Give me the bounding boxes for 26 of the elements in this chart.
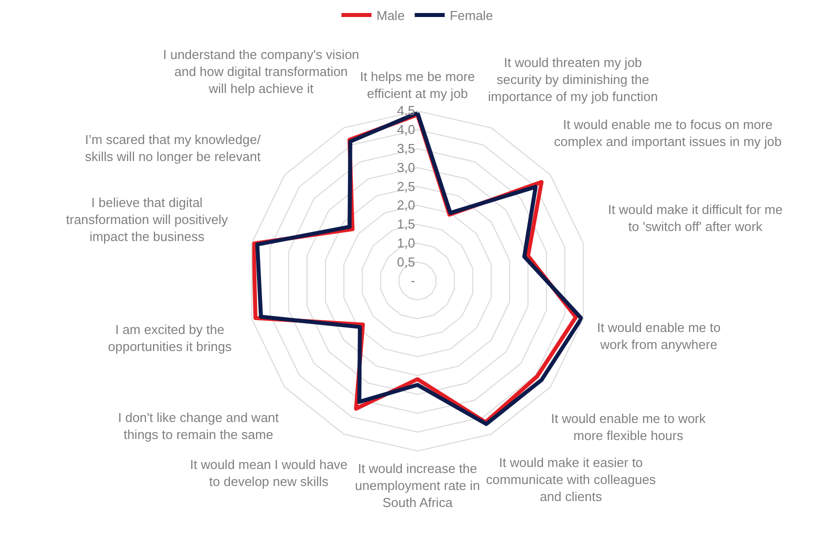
legend-label: Male xyxy=(376,8,405,24)
y-tick-label: 0,5 xyxy=(396,254,416,270)
spoke-label: I believe that digital transformation will positively impact the business xyxy=(66,195,228,244)
spoke-label: It would make it easier to communicate with colleagues and clients xyxy=(486,455,656,504)
spoke-label: I understand the company's vision and how digital transformation will help achieve it xyxy=(163,47,360,96)
y-tick-label: 1,0 xyxy=(396,235,416,250)
y-tick-label: - xyxy=(410,273,416,288)
spoke-label: It would make it difficult for me to 'switch off' after work xyxy=(608,202,783,234)
y-tick-label: 4,0 xyxy=(396,122,416,138)
spoke-label: It would enable me to focus on more complex and important issues in my job xyxy=(554,117,782,149)
legend-label: Female xyxy=(450,8,494,24)
spoke-label: I’m scared that my knowledge/ skills will no longer be relevant xyxy=(85,132,261,164)
spoke-label: It would enable me to work more flexible hours xyxy=(551,411,706,443)
y-tick-label: 2,5 xyxy=(396,178,416,194)
y-tick-label: 2,0 xyxy=(396,198,416,213)
y-tick-label: 1,5 xyxy=(396,216,416,232)
spoke-label: It would threaten my job security by diminishing the importance of my job function xyxy=(488,55,658,104)
y-tick-label: 4,5 xyxy=(396,103,416,118)
spoke-label: It would increase the unemployment rate in South Africa xyxy=(355,461,480,510)
spoke-label: I don't like change and want things to remain the same xyxy=(118,410,280,442)
spoke-label: It would mean I would have to develop new skills xyxy=(190,457,348,489)
y-tick-label: 3,0 xyxy=(396,160,416,175)
y-tick-label: 3,5 xyxy=(396,141,416,156)
spoke-label: It helps me be more efficient at my job xyxy=(360,69,475,101)
spoke-label: It would enable me to work from anywhere xyxy=(597,320,721,352)
spoke-label: I am excited by the opportunities it brings xyxy=(108,322,232,354)
